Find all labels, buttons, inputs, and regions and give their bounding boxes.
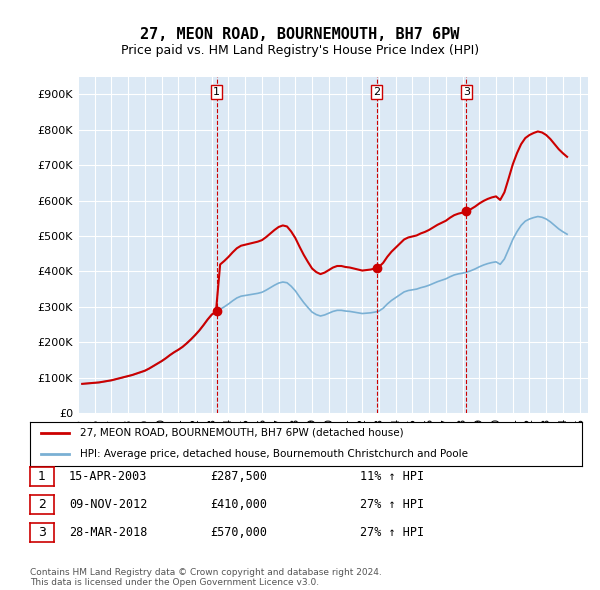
Text: 2: 2: [373, 87, 380, 97]
Text: 27% ↑ HPI: 27% ↑ HPI: [360, 498, 424, 511]
Text: 28-MAR-2018: 28-MAR-2018: [69, 526, 148, 539]
Text: 3: 3: [463, 87, 470, 97]
Text: 11% ↑ HPI: 11% ↑ HPI: [360, 470, 424, 483]
Text: 27% ↑ HPI: 27% ↑ HPI: [360, 526, 424, 539]
Text: 27, MEON ROAD, BOURNEMOUTH, BH7 6PW: 27, MEON ROAD, BOURNEMOUTH, BH7 6PW: [140, 27, 460, 41]
Text: HPI: Average price, detached house, Bournemouth Christchurch and Poole: HPI: Average price, detached house, Bour…: [80, 449, 467, 458]
Text: £410,000: £410,000: [210, 498, 267, 511]
Text: 15-APR-2003: 15-APR-2003: [69, 470, 148, 483]
Text: Contains HM Land Registry data © Crown copyright and database right 2024.: Contains HM Land Registry data © Crown c…: [30, 568, 382, 577]
Text: Price paid vs. HM Land Registry's House Price Index (HPI): Price paid vs. HM Land Registry's House …: [121, 44, 479, 57]
Text: 09-NOV-2012: 09-NOV-2012: [69, 498, 148, 511]
Text: £570,000: £570,000: [210, 526, 267, 539]
Text: 1: 1: [38, 470, 46, 483]
Text: 1: 1: [213, 87, 220, 97]
Text: £287,500: £287,500: [210, 470, 267, 483]
Text: 27, MEON ROAD, BOURNEMOUTH, BH7 6PW (detached house): 27, MEON ROAD, BOURNEMOUTH, BH7 6PW (det…: [80, 428, 403, 438]
Text: 2: 2: [38, 498, 46, 511]
Text: 3: 3: [38, 526, 46, 539]
Text: This data is licensed under the Open Government Licence v3.0.: This data is licensed under the Open Gov…: [30, 578, 319, 587]
